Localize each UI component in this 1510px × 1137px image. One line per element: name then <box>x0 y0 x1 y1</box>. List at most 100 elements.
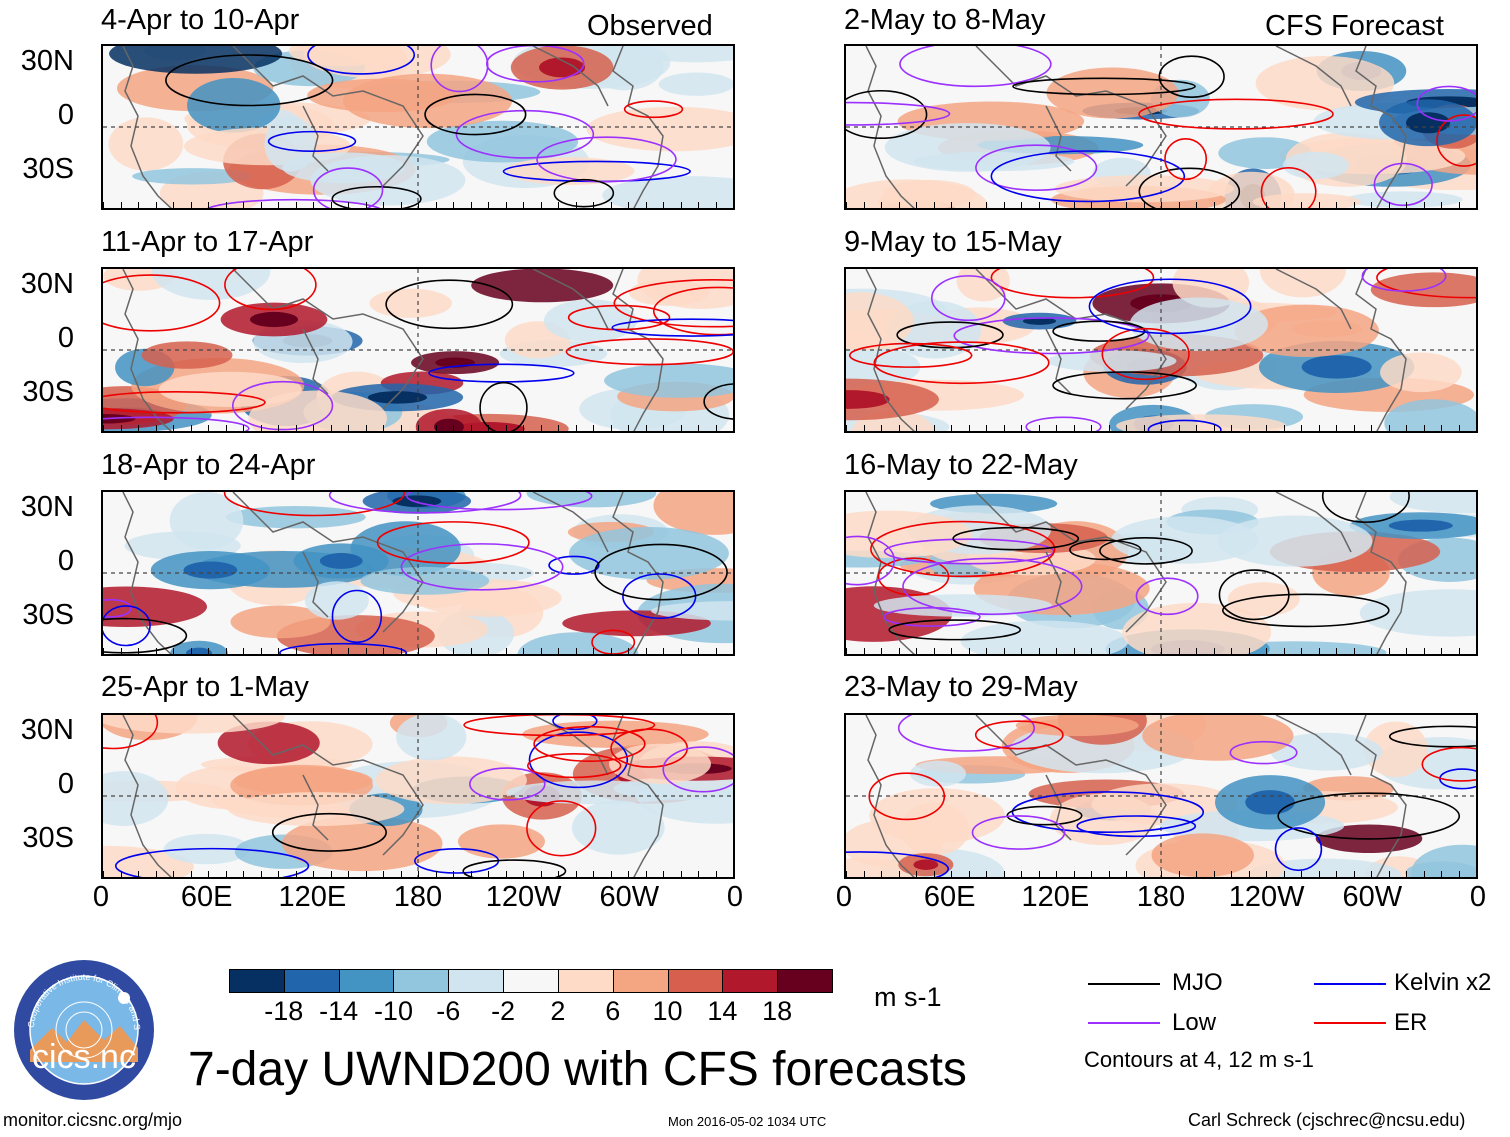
lon-tick <box>453 425 454 431</box>
lon-tick <box>208 871 209 877</box>
lon-tick <box>846 871 847 877</box>
lon-tick <box>951 425 952 431</box>
observed-map-2 <box>101 267 735 433</box>
coastline <box>532 46 609 107</box>
observed-tag: Observed <box>587 10 713 42</box>
lon-tick <box>1143 648 1145 654</box>
wind-anomaly-area <box>571 800 665 855</box>
coastline <box>1275 269 1352 330</box>
wind-anomaly-area <box>1129 297 1268 351</box>
wind-anomaly-area <box>158 371 302 407</box>
er-contour <box>1260 167 1317 208</box>
lon-tick <box>1003 648 1005 654</box>
lon-tick <box>1213 871 1215 877</box>
coastline <box>1275 492 1352 553</box>
lon-tick <box>1458 871 1460 877</box>
colorbar-swatch <box>283 969 340 993</box>
lon-tick <box>1283 202 1285 208</box>
lon-tick <box>610 648 612 654</box>
panel-title-obs-3: 18-Apr to 24-Apr <box>101 449 316 481</box>
er-contour <box>873 341 1050 385</box>
wind-anomaly-area <box>1142 715 1294 761</box>
coastline <box>865 492 915 654</box>
lon-tick <box>610 871 612 877</box>
wind-anomaly-area <box>1255 55 1395 111</box>
wind-anomaly-area <box>343 73 513 129</box>
colorbar-label: -2 <box>491 996 516 1026</box>
lon-tick <box>663 202 664 208</box>
wind-anomaly-area <box>1111 516 1259 564</box>
lon-tick <box>523 871 524 877</box>
forecast-map-4 <box>844 713 1478 879</box>
lon-tick <box>1406 202 1407 208</box>
lon-tick <box>863 425 865 431</box>
lon-tick <box>313 648 314 654</box>
kelvin-contour <box>528 731 629 789</box>
wind-anomaly-area <box>288 46 396 67</box>
lon-tick <box>881 871 882 877</box>
lat-label: 30S <box>22 153 74 185</box>
lon-tick <box>628 871 629 877</box>
lon-tick <box>1196 871 1197 877</box>
lon-tick <box>1441 202 1442 208</box>
wind-anomaly-core <box>1301 355 1372 379</box>
lon-tick <box>1336 425 1337 431</box>
mjo-contour <box>331 185 422 208</box>
forecast-map-1 <box>844 44 1478 210</box>
kelvin-contour <box>1088 278 1252 335</box>
lon-tick <box>680 425 682 431</box>
footer-author: Carl Schreck (cjschrec@ncsu.edu) <box>1188 1110 1466 1130</box>
footer-url[interactable]: monitor.cicsnc.org/mjo <box>3 1110 183 1130</box>
lon-tick <box>968 648 970 654</box>
lon-tick <box>1266 425 1267 431</box>
coastline <box>122 46 172 208</box>
lon-tick <box>986 648 987 654</box>
lon-label: 60W <box>599 881 660 913</box>
colorbar-label: -6 <box>436 996 461 1026</box>
kelvin-contour <box>103 605 151 647</box>
wind-anomaly-area <box>1384 399 1476 431</box>
lon-tick <box>313 871 314 877</box>
lon-tick <box>208 202 209 208</box>
lon-tick <box>1248 648 1250 654</box>
mjo-contour <box>888 619 1022 641</box>
wind-anomaly-area <box>1234 304 1379 357</box>
wind-anomaly-area <box>1049 793 1158 846</box>
coastline <box>532 492 609 553</box>
lon-tick <box>1353 425 1355 431</box>
forecast-map-3 <box>844 490 1478 656</box>
coastline <box>1355 46 1407 208</box>
lon-tick <box>103 202 104 208</box>
lon-tick <box>1458 425 1460 431</box>
lon-tick <box>383 202 384 208</box>
lon-tick <box>1126 648 1127 654</box>
wind-anomaly-area <box>360 566 490 595</box>
lon-tick <box>986 871 987 877</box>
legend-line-mjo <box>1088 983 1160 985</box>
wind-anomaly-core <box>392 495 442 507</box>
lon-tick <box>986 202 987 208</box>
lon-tick <box>173 648 174 654</box>
mjo-contour <box>1099 537 1193 565</box>
er-contour <box>103 391 266 414</box>
lon-label: 0 <box>726 881 744 913</box>
lon-tick <box>400 425 402 431</box>
lon-tick <box>225 202 227 208</box>
lon-tick <box>1161 202 1162 208</box>
legend-line-er <box>1314 1022 1386 1024</box>
er-contour <box>613 278 733 328</box>
lon-tick <box>383 871 384 877</box>
lon-tick <box>330 202 332 208</box>
lon-tick <box>1091 648 1092 654</box>
coastline <box>612 46 664 208</box>
wind-anomaly-area <box>900 802 970 856</box>
lon-tick <box>453 871 454 877</box>
wind-anomaly-area <box>884 123 1051 172</box>
wind-anomaly-area <box>960 620 1129 654</box>
mjo-contour <box>424 93 527 136</box>
low-contour <box>1135 577 1199 616</box>
lon-tick <box>173 425 174 431</box>
lon-tick <box>1476 202 1477 208</box>
lon-tick <box>418 871 419 877</box>
wind-anomaly-area <box>586 106 733 152</box>
